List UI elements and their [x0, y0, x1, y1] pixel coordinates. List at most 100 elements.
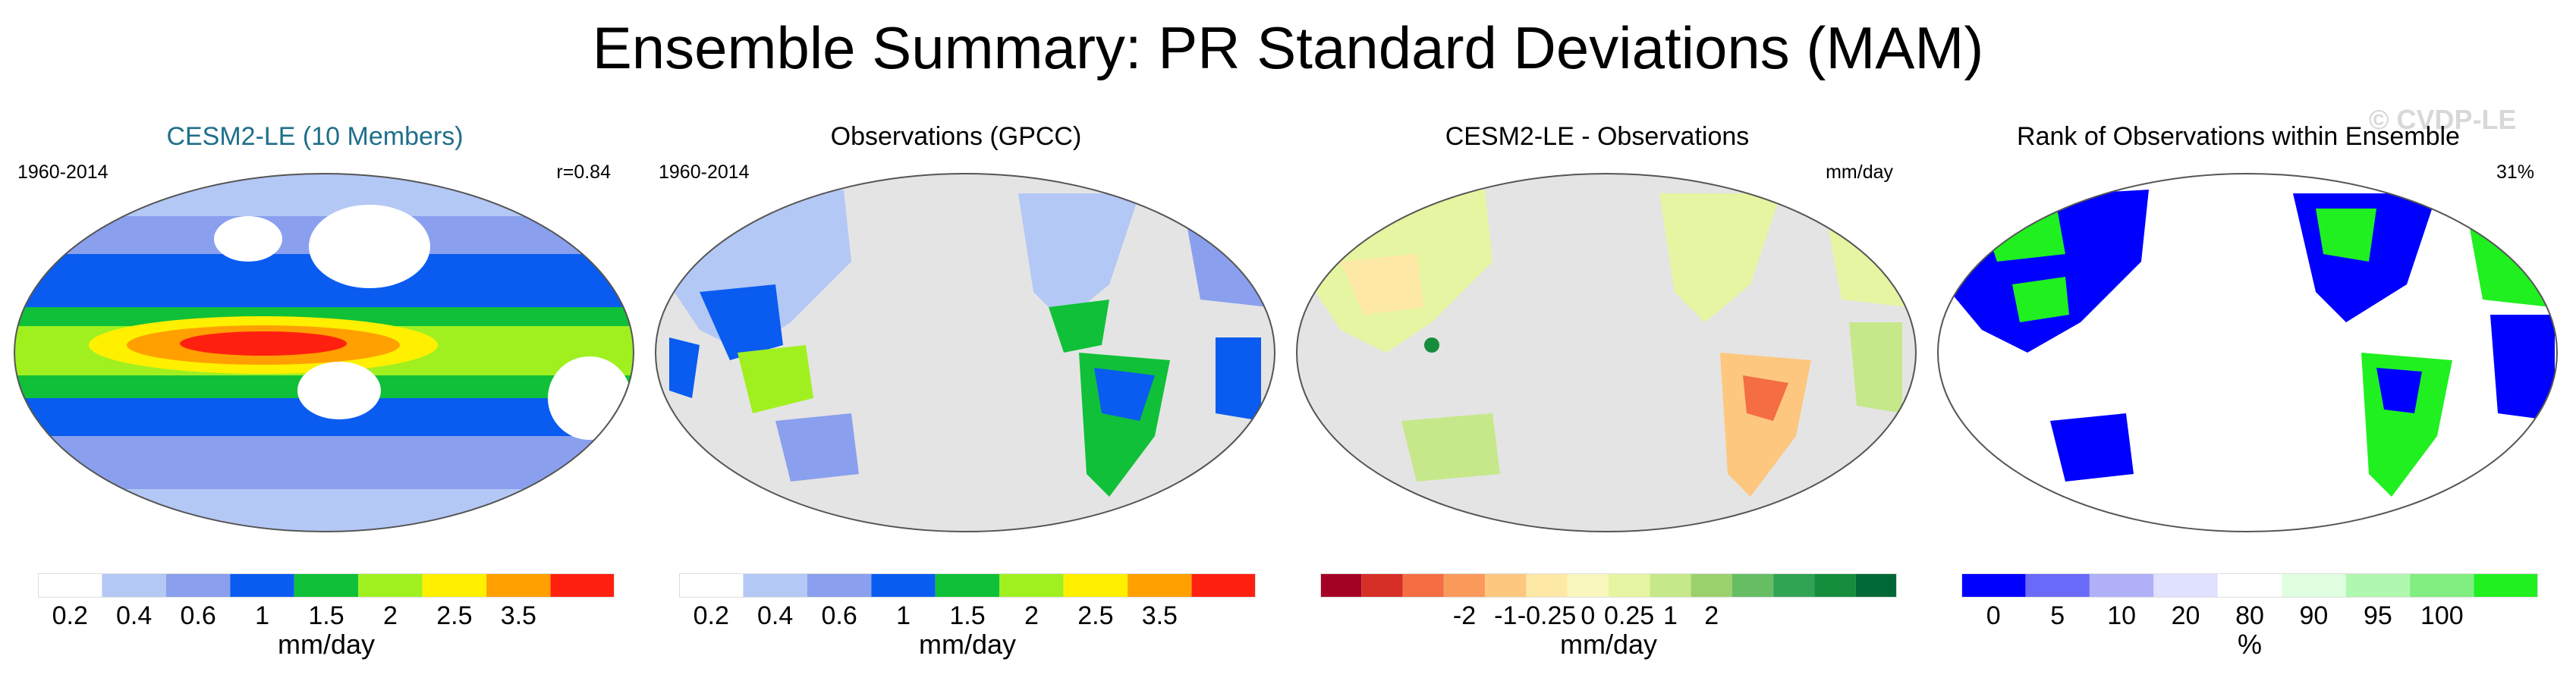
colorbar-tick-label: 0.2	[52, 601, 88, 630]
colorbar-swatch	[935, 573, 1000, 598]
map-diff	[1296, 173, 1917, 532]
colorbar-unit: mm/day	[1559, 629, 1658, 660]
colorbar-tick-label: -2	[1452, 601, 1477, 630]
colorbar-swatch	[1526, 573, 1568, 598]
colorbar-tick-label: 0	[1581, 601, 1596, 630]
colorbar-tick-label: 0.4	[116, 601, 153, 630]
colorbar-swatch	[38, 573, 102, 598]
colorbar-rank	[1961, 573, 2538, 598]
colorbar-obs	[679, 573, 1256, 598]
watermark: © CVDP-LE	[2369, 104, 2517, 135]
colorbar-swatch	[2025, 573, 2090, 598]
colorbar-swatch	[1063, 573, 1128, 598]
colorbar-tick-label: 80	[2235, 601, 2264, 630]
colorbar-tick-label: 0.25	[1604, 601, 1655, 630]
colorbar-tick-label: 10	[2107, 601, 2137, 630]
colorbar-outline	[1961, 573, 2538, 598]
panel-correlation: r=0.84	[556, 162, 611, 183]
colorbar-swatch	[1650, 573, 1691, 598]
map-cesm	[14, 173, 634, 532]
colorbar-outline	[679, 573, 1256, 598]
panel-period: 1960-2014	[659, 162, 750, 183]
colorbar-swatch	[1485, 573, 1527, 598]
colorbar-swatch	[2474, 573, 2538, 598]
colorbar-tick-label: 1.5	[949, 601, 986, 630]
colorbar-tick-label: 2	[1704, 601, 1719, 630]
colorbar-swatch	[999, 573, 1064, 598]
colorbar-swatch	[2089, 573, 2154, 598]
panel-title: Observations (GPCC)	[830, 122, 1082, 151]
panel-cesm: CESM2-LE (10 Members) 1960-2014 r=0.84 0…	[4, 114, 634, 660]
colorbar-swatch	[2282, 573, 2346, 598]
colorbar-outline	[38, 573, 615, 598]
colorbar-tick-label: 90	[2299, 601, 2329, 630]
colorbar-tick-label: -0.25	[1517, 601, 1577, 630]
colorbar-swatch	[1961, 573, 2026, 598]
colorbar-tick-label: 1.5	[308, 601, 344, 630]
panel-period: 1960-2014	[17, 162, 109, 183]
colorbar-tick-label: 1	[896, 601, 911, 630]
colorbar-unit: mm/day	[277, 629, 376, 660]
colorbar-swatch	[1320, 573, 1362, 598]
colorbar-swatch	[1691, 573, 1732, 598]
panel-units: mm/day	[1826, 162, 1893, 183]
colorbar-swatch	[486, 573, 551, 598]
panel-obs: Observations (GPCC) 1960-2014 0.2 0.4 0.6 1…	[645, 114, 1275, 660]
colorbar-swatch	[1731, 573, 1774, 598]
colorbar-swatch	[2153, 573, 2218, 598]
colorbar-swatch	[871, 573, 936, 598]
colorbar-unit: %	[2237, 629, 2262, 660]
colorbar-tick-label: 0	[1986, 601, 2001, 630]
colorbar-tick-label: 2.5	[436, 601, 473, 630]
colorbar-tick-label: 2.5	[1077, 601, 1114, 630]
colorbar-swatch	[679, 573, 744, 598]
colorbar-swatch	[1402, 573, 1444, 598]
colorbar-swatch	[1128, 573, 1192, 598]
panel-title: CESM2-LE - Observations	[1445, 122, 1750, 151]
panel-diff: CESM2-LE - Observations mm/day -2 -1 -0.25…	[1286, 114, 1917, 660]
panel-title: Rank of Observations within Ensemble	[2017, 122, 2460, 151]
colorbar-swatch	[230, 573, 294, 598]
colorbar-swatch	[1191, 573, 1256, 598]
colorbar-swatch	[807, 573, 872, 598]
colorbar-tick-label: 5	[2050, 601, 2065, 630]
colorbar-tick-label: 3.5	[1141, 601, 1178, 630]
colorbar-swatch	[1814, 573, 1856, 598]
map-rank	[1937, 173, 2558, 532]
figure-title: Ensemble Summary: PR Standard Deviations…	[592, 14, 1984, 81]
colorbar-tick-label: 100	[2420, 601, 2464, 630]
colorbar-tick-label: 20	[2171, 601, 2200, 630]
colorbar-cesm	[38, 573, 615, 598]
colorbar-swatch	[1567, 573, 1609, 598]
colorbar-swatch	[422, 573, 487, 598]
panel-percent: 31%	[2496, 162, 2534, 183]
panel-rank: Rank of Observations within Ensemble 31%…	[1927, 114, 2558, 660]
colorbar-tick-label: 0.6	[821, 601, 857, 630]
colorbar-tick-label: 2	[1024, 601, 1039, 630]
colorbar-tick-label: 0.2	[693, 601, 729, 630]
colorbar-swatch	[1443, 573, 1486, 598]
colorbar-swatch	[358, 573, 423, 598]
colorbar-outline	[1320, 573, 1897, 598]
panel-title: CESM2-LE (10 Members)	[166, 122, 464, 151]
colorbar-labels-obs: 0.2 0.4 0.6 1 1.5 2 2.5 3.5	[679, 601, 1256, 631]
colorbar-swatch	[743, 573, 807, 598]
colorbar-swatch	[2217, 573, 2282, 598]
colorbar-tick-label: 3.5	[500, 601, 536, 630]
colorbar-labels-rank: 0 5 10 20 80 90 95 100	[1961, 601, 2538, 631]
map-obs	[655, 173, 1275, 532]
colorbar-swatch	[102, 573, 166, 598]
colorbar-tick-label: 1	[1662, 601, 1678, 630]
colorbar-swatch	[1609, 573, 1650, 598]
colorbar-diff	[1320, 573, 1897, 598]
colorbar-unit: mm/day	[918, 629, 1017, 660]
colorbar-labels-diff: -2 -1 -0.25 0 0.25 1 2	[1320, 601, 1897, 631]
colorbar-labels-cesm: 0.2 0.4 0.6 1 1.5 2 2.5 3.5	[38, 601, 615, 631]
colorbar-swatch	[2345, 573, 2411, 598]
colorbar-tick-label: 1	[255, 601, 270, 630]
colorbar-tick-label: 0.6	[180, 601, 216, 630]
colorbar-swatch	[1773, 573, 1815, 598]
colorbar-swatch	[2410, 573, 2474, 598]
colorbar-swatch	[1361, 573, 1403, 598]
colorbar-swatch	[294, 573, 359, 598]
